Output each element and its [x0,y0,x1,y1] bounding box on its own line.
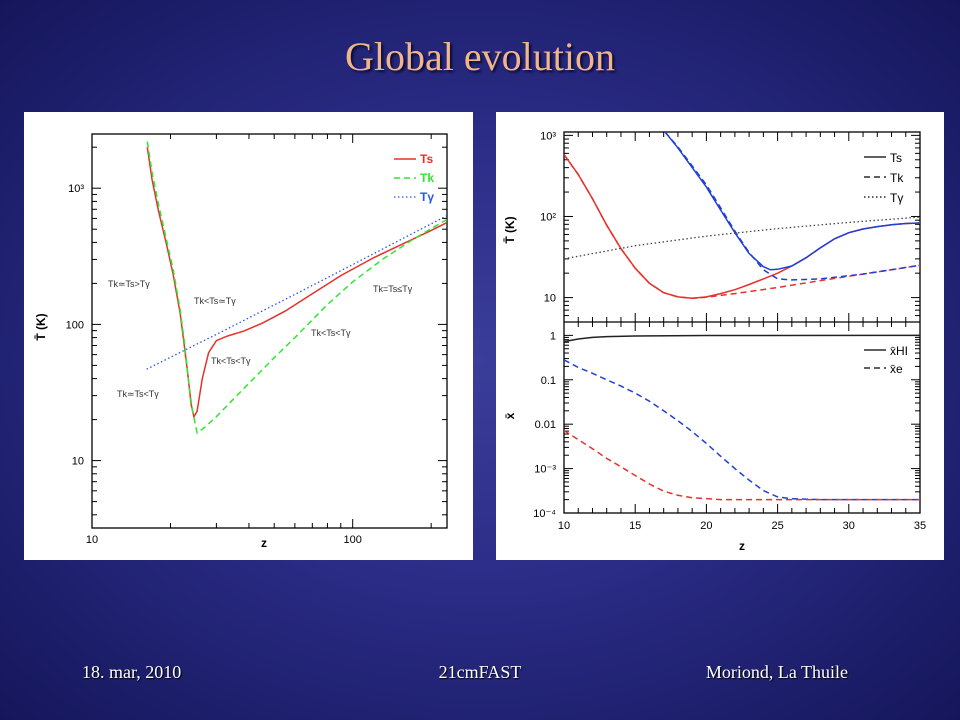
right-bottom-ytick-2: 0.01 [535,419,556,431]
right-legend-tgamma: Tγ [890,191,903,205]
left-series-0 [146,147,447,419]
right-bottom-legend: x̄HI x̄e [864,344,908,376]
right-bottom-ytick-4: 1 [550,330,556,342]
right-xtick-0: 10 [558,520,570,532]
right-bottom-ytick-3: 0.1 [541,375,556,387]
right-bottom-series-1 [564,359,920,501]
left-legend-tk: Tk [420,171,434,185]
right-top-series-4 [564,216,920,260]
left-ytick-2: 10³ [68,183,84,195]
left-legend-tgamma: Tγ [420,190,434,204]
left-xtick-0: 10 [86,534,98,546]
annotation-4: Tk<Ts<Tγ [311,328,351,338]
footer-location: Moriond, La Thuile [705,662,848,682]
right-legend-ts: Ts [890,151,902,165]
footer-center: 21cmFAST [438,662,522,682]
left-ytick-1: 100 [66,319,84,331]
right-bottom-ytick-0: 10⁻⁴ [533,508,556,520]
right-chart-panel: 10 10² 10³ 10 15 20 25 30 35 10⁻⁴ 10⁻³ 0.01 0.1 1 Ts… [496,112,944,560]
right-xtick-2: 20 [700,520,712,532]
right-bottom-series-2 [564,429,920,501]
footer-date: 18. mar, 2010 [82,662,182,682]
right-top-ytick-0: 10 [544,293,556,305]
annotation-5: Tk<Ts<Tγ [211,356,251,366]
right-top-ytick-1: 10² [540,211,556,223]
left-ylabel: T̄ (K) [34,313,48,340]
annotation-3: Tk=Ts≤Tγ [373,284,413,294]
right-top-series-1 [564,154,920,300]
right-top-legend: Ts Tk Tγ [864,151,904,205]
right-top-ylabel: T̄ (K) [503,216,517,243]
slide-title: Global evolution [345,34,615,79]
left-legend: Ts Tk Tγ [394,152,434,204]
temperature-ionization-chart: 10 10² 10³ 10 15 20 25 30 35 10⁻⁴ 10⁻³ 0.01 0.1 1 Ts… [503,130,926,553]
right-top-ytick-2: 10³ [540,130,556,142]
annotation-6: Tk≃Ts<Tγ [117,389,159,399]
left-series-1 [146,141,447,435]
right-xtick-1: 15 [629,520,641,532]
right-bottom-ylabel: x̄ [503,412,517,419]
right-bottom-series-0 [564,334,920,343]
right-xtick-5: 35 [914,520,926,532]
right-legend-xe: x̄e [890,362,903,376]
right-bottom-ytick-1: 10⁻³ [534,464,556,476]
right-top-series-2 [664,132,920,271]
temperature-loglog-chart: 10 100 10 100 10³ Ts Tk Tγ Tk≃Ts>Tγ Tk<Ts≃Tγ… [34,133,448,550]
left-legend-ts: Ts [420,152,433,166]
left-ytick-0: 10 [72,456,84,468]
annotation-2: Tk<Ts≃Tγ [194,296,236,306]
left-annotations: Tk≃Ts>Tγ Tk<Ts≃Tγ Tk=Ts≤Tγ Tk<Ts<Tγ Tk<T… [108,279,413,399]
left-chart-panel: 10 100 10 100 10³ Ts Tk Tγ Tk≃Ts>Tγ Tk<Ts≃Tγ… [24,112,473,560]
right-top-series-3 [664,132,920,281]
left-xtick-1: 100 [344,534,362,546]
right-legend-xhi: x̄HI [890,344,908,358]
right-xlabel: z [739,539,745,553]
right-xtick-4: 30 [843,520,855,532]
annotation-1: Tk≃Ts>Tγ [108,279,150,289]
right-xtick-3: 25 [771,520,783,532]
left-xlabel: z [261,536,267,550]
right-top-series-0 [564,154,920,300]
left-plot-frame [91,133,448,529]
right-legend-tk: Tk [890,171,904,185]
left-series-2 [146,215,447,370]
